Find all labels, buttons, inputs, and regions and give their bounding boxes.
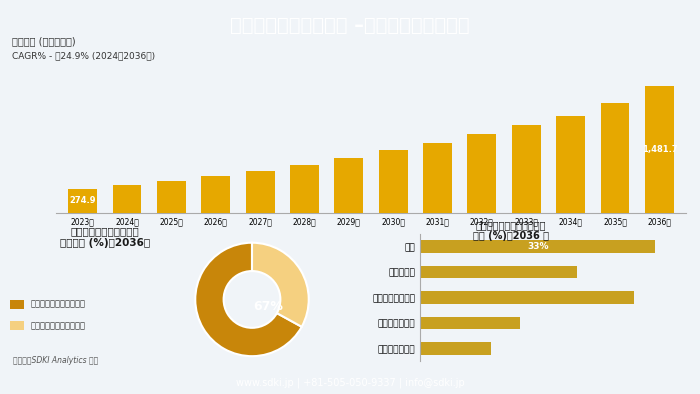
Text: www.sdki.jp | +81-505-050-9337 | info@sdki.jp: www.sdki.jp | +81-505-050-9337 | info@sd… bbox=[236, 378, 464, 388]
Bar bbox=[335, 158, 363, 213]
Bar bbox=[246, 171, 274, 213]
Text: 67%: 67% bbox=[253, 300, 283, 313]
Text: 1,481.7: 1,481.7 bbox=[642, 145, 677, 154]
Bar bbox=[420, 291, 634, 304]
Text: 市場収益 (百万米ドル): 市場収益 (百万米ドル) bbox=[12, 36, 76, 46]
Text: 感光性ポリイミド市場 –レポートの調査結果: 感光性ポリイミド市場 –レポートの調査結果 bbox=[230, 16, 470, 35]
Bar bbox=[556, 116, 585, 213]
Bar bbox=[468, 134, 496, 213]
Bar bbox=[420, 240, 655, 253]
Bar bbox=[10, 321, 24, 330]
Bar bbox=[420, 316, 520, 329]
Wedge shape bbox=[195, 243, 302, 356]
Bar bbox=[420, 342, 491, 355]
Wedge shape bbox=[252, 243, 309, 327]
Text: ネガ型感光性ポリイミド: ネガ型感光性ポリイミド bbox=[31, 321, 85, 330]
Bar bbox=[290, 165, 319, 213]
Bar bbox=[202, 177, 230, 213]
Text: 33%: 33% bbox=[527, 242, 549, 251]
Bar bbox=[512, 125, 540, 213]
Bar bbox=[113, 185, 141, 213]
Text: 市場セグメンテーション
タイプ別 (%)、2036年: 市場セグメンテーション タイプ別 (%)、2036年 bbox=[60, 227, 150, 248]
Bar bbox=[68, 189, 97, 213]
Bar bbox=[157, 181, 186, 213]
Bar bbox=[601, 103, 629, 213]
Text: 274.9: 274.9 bbox=[69, 197, 96, 206]
Bar bbox=[379, 150, 407, 213]
Bar bbox=[423, 143, 452, 213]
Text: ソース：SDKI Analytics 分析: ソース：SDKI Analytics 分析 bbox=[13, 356, 99, 365]
Bar bbox=[420, 266, 577, 279]
Text: ポジ型感光性ポリイミド: ポジ型感光性ポリイミド bbox=[31, 300, 85, 309]
Text: CAGR% - 約24.9% (2024－2036年): CAGR% - 約24.9% (2024－2036年) bbox=[12, 51, 155, 60]
Text: 地域セグメンテーションの
概要 (%)、2036 年: 地域セグメンテーションの 概要 (%)、2036 年 bbox=[473, 220, 549, 241]
Bar bbox=[10, 300, 24, 309]
Bar bbox=[645, 86, 674, 213]
